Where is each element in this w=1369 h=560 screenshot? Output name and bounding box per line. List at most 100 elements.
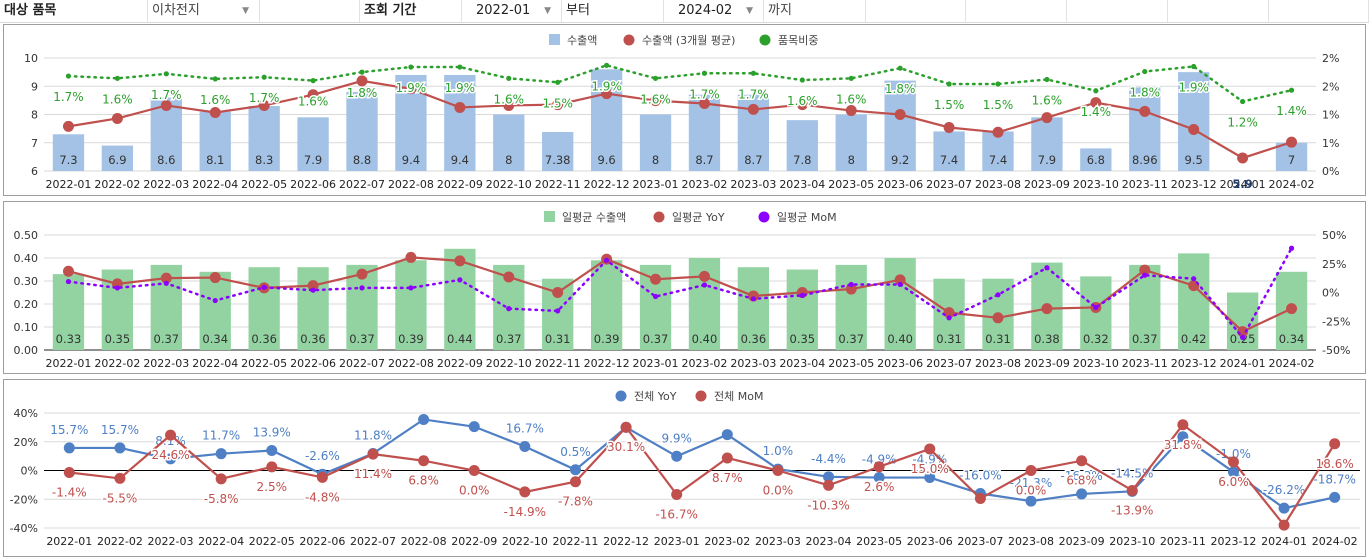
data-point	[503, 271, 515, 283]
end-period-select[interactable]: 2024-02 ▼	[664, 0, 764, 22]
bar	[248, 267, 280, 350]
data-point	[63, 442, 75, 454]
bar-value-label: 0.37	[496, 332, 522, 346]
bar	[835, 264, 867, 350]
data-point	[468, 421, 480, 433]
data-label: 6.8%	[408, 474, 439, 488]
data-label: -14.5%	[1111, 466, 1153, 480]
bar-value-label: 7	[1288, 153, 1295, 167]
data-point	[114, 472, 126, 484]
x-tick-label: 2024-01	[1220, 178, 1266, 191]
data-label: -10.3%	[807, 498, 849, 512]
data-label: -26.2%	[1263, 483, 1305, 497]
bar-value-label: 0.37	[154, 332, 180, 346]
data-point	[1278, 519, 1290, 531]
from-label: 부터	[562, 0, 664, 22]
series-line	[68, 418, 1336, 510]
bar	[444, 74, 476, 171]
y2-tick-label: 1%	[1322, 109, 1339, 122]
data-point	[114, 442, 126, 454]
bar	[884, 258, 916, 350]
legend-swatch	[549, 34, 560, 45]
y-tick-label: 8	[31, 109, 38, 122]
empty-cell	[866, 0, 966, 22]
x-tick-label: 2022-04	[198, 535, 244, 548]
bar	[590, 69, 623, 171]
data-label: 6.0%	[1218, 475, 1249, 489]
chevron-down-icon[interactable]: ▼	[242, 6, 249, 16]
data-label: 24.6%	[151, 448, 189, 462]
y2-tick-label: 0%	[1322, 287, 1339, 300]
data-point	[992, 312, 1004, 324]
empty-cell	[1269, 0, 1369, 22]
bar	[639, 114, 672, 171]
bar-value-label: 7.3	[59, 153, 77, 167]
x-tick-label: 2022-01	[45, 178, 91, 191]
bar-value-label: 7.8	[793, 153, 811, 167]
data-point	[258, 99, 270, 111]
data-point	[569, 476, 581, 488]
data-point	[701, 70, 708, 76]
x-tick-label: 2023-02	[704, 535, 750, 548]
data-point	[163, 280, 169, 286]
data-label: 1.6%	[640, 92, 671, 106]
data-point	[1126, 484, 1138, 496]
data-point	[408, 285, 414, 291]
x-tick-label: 2023-10	[1109, 535, 1155, 548]
data-point	[1025, 465, 1037, 476]
data-label: 1.6%	[836, 92, 867, 106]
x-tick-label: 2022-10	[486, 357, 532, 370]
bar-value-label: 8.96	[1132, 153, 1158, 167]
series-line	[67, 246, 1293, 340]
data-point	[405, 83, 417, 95]
bar-value-label: 0.40	[887, 332, 913, 346]
x-tick-label: 2023-09	[1059, 535, 1105, 548]
data-point	[698, 97, 710, 109]
data-point	[1044, 265, 1050, 271]
x-tick-label: 2023-07	[957, 535, 1003, 548]
data-point	[356, 75, 368, 87]
data-label: 2.6%	[864, 480, 895, 494]
data-label: 1.8%	[1130, 86, 1161, 100]
start-period-select[interactable]: 2022-01 ▼	[462, 0, 562, 22]
data-point	[367, 448, 379, 460]
data-point	[995, 81, 1001, 87]
data-label: 1.8%	[347, 86, 378, 100]
bar	[786, 269, 818, 350]
bar-value-label: 0.34	[202, 332, 228, 346]
x-tick-label: 2022-02	[94, 178, 140, 191]
chevron-down-icon[interactable]: ▼	[746, 6, 753, 16]
x-tick-label: 2022-01	[45, 357, 91, 370]
data-point	[750, 296, 756, 302]
data-point	[62, 120, 74, 132]
legend-swatch	[544, 211, 555, 222]
data-label: -13.9%	[1111, 503, 1153, 517]
x-tick-label: 2023-05	[828, 178, 874, 191]
data-point	[873, 461, 885, 473]
data-label: -21.3%	[1010, 476, 1052, 490]
data-point	[652, 293, 659, 300]
bar-value-label: 0.37	[1132, 332, 1158, 346]
data-point	[848, 281, 854, 288]
legend-label: 일평균 YoY	[672, 210, 725, 224]
data-label: 30.1%	[607, 440, 645, 454]
item-select[interactable]: 이차전지 ▼	[148, 0, 260, 22]
bar-value-label: 0.44	[447, 332, 473, 346]
bar	[52, 134, 85, 171]
growth-rate-chart: -40% -20% 0% 20% 40% 2022-01 2022-02 2022-03 202…	[3, 379, 1366, 557]
x-tick-label: 2022-07	[339, 357, 385, 370]
x-tick-label: 2023-03	[730, 357, 776, 370]
data-point	[747, 290, 759, 302]
x-tick-label: 2023-12	[1171, 357, 1217, 370]
x-tick-label: 2023-06	[877, 357, 923, 370]
data-point	[209, 272, 221, 284]
empty-cell	[1067, 0, 1168, 22]
x-tick-label: 2022-09	[451, 535, 497, 548]
bar-value-label: 0.38	[1034, 332, 1060, 346]
data-label: 1.9%	[396, 81, 427, 95]
data-label: 1.6%	[102, 92, 133, 106]
data-label: 1.0%	[763, 444, 794, 458]
bar	[52, 274, 85, 350]
data-label: 11.7%	[202, 429, 240, 443]
chevron-down-icon[interactable]: ▼	[544, 6, 551, 16]
